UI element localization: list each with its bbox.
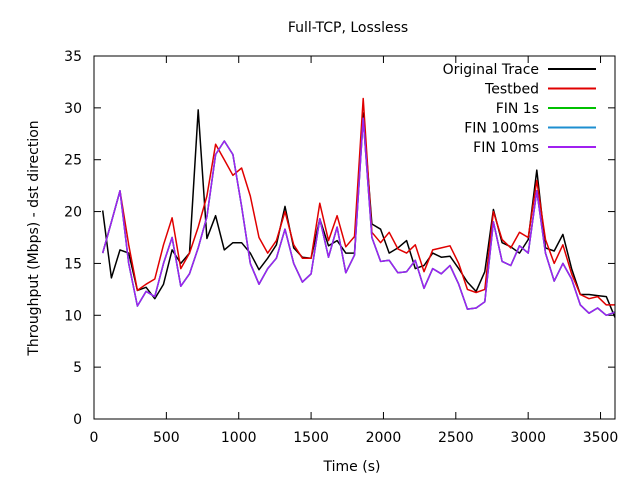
x-tick-label: 1500 xyxy=(293,430,329,446)
x-tick-label: 500 xyxy=(153,430,180,446)
x-tick-label: 1000 xyxy=(221,430,257,446)
y-tick-label: 0 xyxy=(73,412,82,428)
chart-title: Full-TCP, Lossless xyxy=(288,20,408,36)
y-tick-label: 15 xyxy=(64,256,82,272)
legend-label-fin-100ms: FIN 100ms xyxy=(464,121,539,137)
series-line-fin-10ms xyxy=(101,117,616,317)
series-line-testbed xyxy=(101,97,615,306)
legend-label-original-trace: Original Trace xyxy=(443,62,539,78)
legend-label-testbed: Testbed xyxy=(484,82,539,98)
legend-label-fin-10ms: FIN 10ms xyxy=(473,140,539,156)
tick-layer: 0 500 1000 1500 2000 2500 3000 3500 0 5 10 15 20 25 30… xyxy=(64,49,618,446)
series-layer xyxy=(101,97,616,318)
y-tick-label: 35 xyxy=(64,49,82,65)
y-tick-label: 25 xyxy=(64,153,82,169)
legend-label-fin-1s: FIN 1s xyxy=(496,101,539,117)
y-tick-label: 5 xyxy=(73,360,82,376)
x-tick-label: 3000 xyxy=(510,430,546,446)
y-tick-label: 20 xyxy=(64,205,82,221)
x-tick-label: 2500 xyxy=(438,430,474,446)
y-axis-title: Throughput (Mbps) - dst direction xyxy=(26,120,42,356)
y-tick-label: 30 xyxy=(64,101,82,117)
x-axis-title: Time (s) xyxy=(323,459,381,475)
x-tick-label: 3500 xyxy=(583,430,619,446)
x-tick-label: 2000 xyxy=(366,430,402,446)
y-tick-label: 10 xyxy=(64,308,82,324)
plot-frame xyxy=(93,55,616,420)
x-tick-label: 0 xyxy=(90,430,99,446)
legend: Original Trace Testbed FIN 1s FIN 100ms FIN … xyxy=(443,62,596,156)
